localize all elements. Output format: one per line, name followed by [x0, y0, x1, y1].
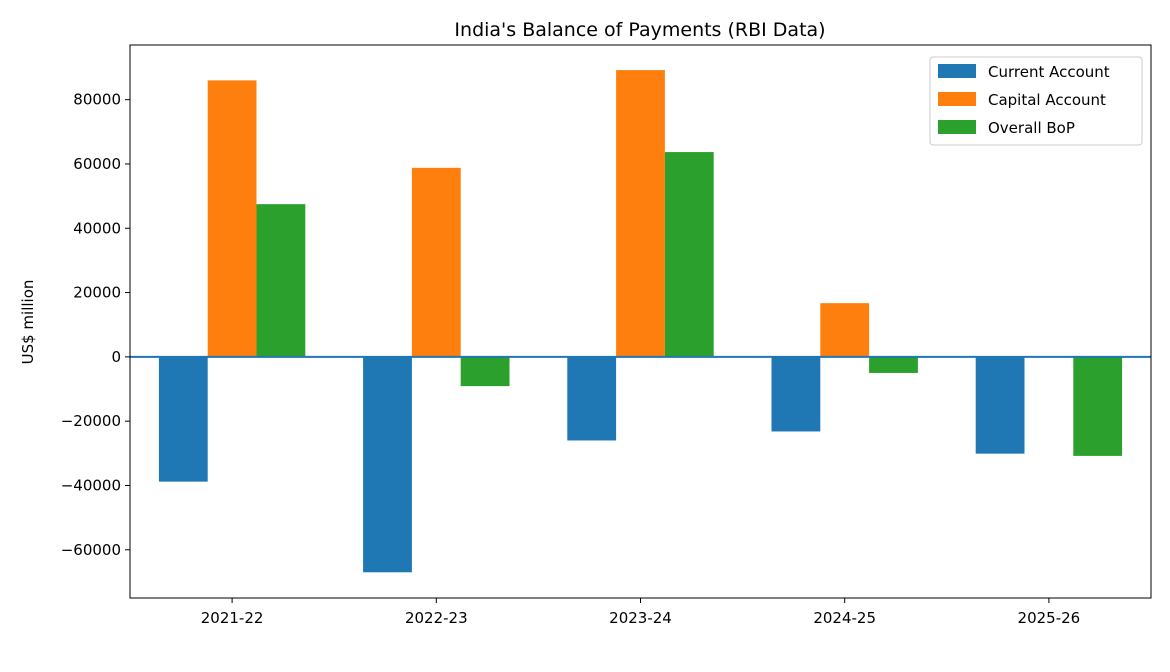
y-tick-label: 80000	[73, 91, 121, 109]
legend-swatch	[938, 64, 976, 78]
bar-overall-bop-2022-23	[460, 356, 510, 387]
y-tick-label: −60000	[61, 541, 121, 559]
y-tick-label: −20000	[61, 412, 121, 430]
bar-current-account-2025-26	[975, 356, 1025, 454]
bar-capital-account-2021-22	[207, 80, 257, 357]
x-tick-label: 2022-23	[405, 609, 468, 627]
bar-overall-bop-2021-22	[256, 204, 306, 357]
chart-title: India's Balance of Payments (RBI Data)	[454, 19, 825, 41]
y-tick-label: 60000	[73, 155, 121, 173]
bar-current-account-2022-23	[363, 356, 412, 573]
bar-capital-account-2024-25	[820, 303, 870, 357]
bar-capital-account-2022-23	[411, 167, 461, 357]
legend-label: Capital Account	[988, 91, 1106, 109]
legend-label: Overall BoP	[988, 119, 1075, 137]
y-tick-label: 40000	[73, 219, 121, 237]
legend-box	[929, 56, 1143, 146]
legend-label: Current Account	[988, 63, 1110, 81]
legend: Current Account Capital Account Overall Bo…	[929, 56, 1143, 146]
legend-swatch	[938, 120, 976, 134]
y-axis-label: US$ million	[19, 280, 37, 365]
y-tick-label: 0	[111, 348, 121, 366]
x-tick-label: 2024-25	[813, 609, 876, 627]
bar-current-account-2023-24	[567, 356, 617, 441]
x-tick-label: 2023-24	[609, 609, 672, 627]
bar-current-account-2021-22	[158, 356, 208, 482]
bar-capital-account-2023-24	[616, 70, 665, 357]
y-tick-label: 20000	[73, 284, 121, 302]
bar-current-account-2024-25	[771, 356, 821, 432]
bar-overall-bop-2024-25	[869, 356, 918, 373]
bar-overall-bop-2025-26	[1073, 356, 1123, 456]
bar-overall-bop-2023-24	[664, 152, 714, 357]
x-tick-label: 2025-26	[1018, 609, 1081, 627]
x-tick-label: 2021-22	[201, 609, 264, 627]
y-tick-label: −40000	[61, 476, 121, 494]
plot-area: −60000 −40000 −20000 0 20000 40000 60000 80000 2…	[61, 44, 1152, 627]
legend-swatch	[938, 92, 976, 106]
